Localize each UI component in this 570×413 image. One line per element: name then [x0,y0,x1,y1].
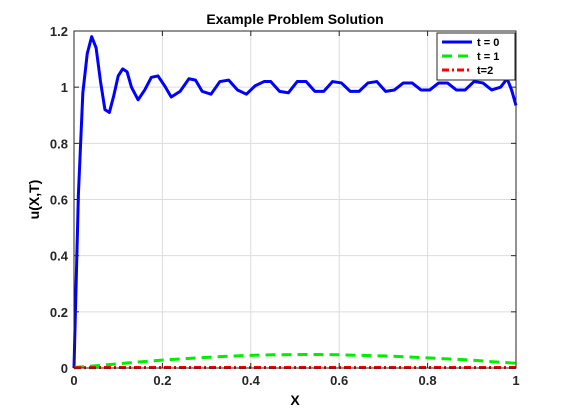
y-tick-label: 0.4 [50,249,69,264]
x-tick-labels: 0 0.2 0.4 0.6 0.8 1 [70,373,519,388]
chart-title: Example Problem Solution [206,11,383,27]
x-tick-label: 0.6 [330,373,348,388]
x-tick-label: 1 [512,373,519,388]
y-tick-labels: 0 0.2 0.4 0.6 0.8 1 1.2 [50,24,69,376]
x-tick-label: 0 [70,373,77,388]
y-tick-label: 0.2 [50,305,68,320]
x-axis-label: X [290,392,300,408]
x-tick-label: 0.2 [153,373,171,388]
series-line-2 [73,353,517,369]
legend-label: t=2 [477,65,493,77]
series-line-1 [72,35,518,369]
y-axis-label: u(X,T) [26,180,42,220]
legend-label: t = 0 [477,37,499,49]
legend: t = 0 t = 1 t=2 [436,32,516,81]
x-tick-label: 0.4 [242,373,261,388]
y-tick-label: 0.6 [50,193,68,208]
y-tick-label: 1 [61,80,68,95]
y-tick-label: 0.8 [50,136,68,151]
y-tick-label: 0 [61,361,68,376]
series-layer [72,35,518,370]
legend-label: t = 1 [477,51,499,63]
tick-marks [73,30,517,369]
x-tick-label: 0.8 [419,373,437,388]
y-tick-label: 1.2 [50,24,68,39]
